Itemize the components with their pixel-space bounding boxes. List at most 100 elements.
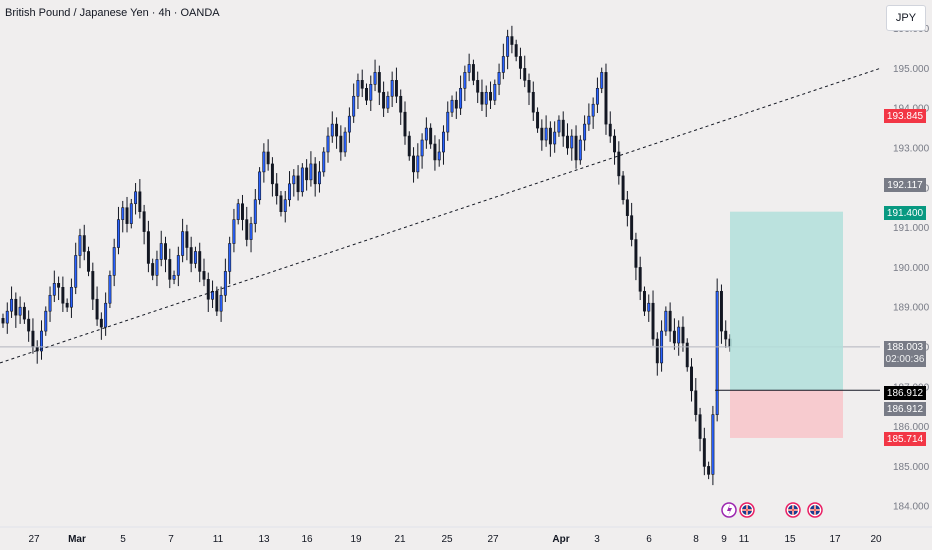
candle-body — [164, 243, 167, 260]
candle — [164, 236, 167, 273]
candle-body — [18, 306, 22, 316]
candle — [446, 101, 450, 141]
current-price-value: 188.003 — [886, 342, 924, 353]
candle-body — [412, 155, 416, 173]
candle-body — [74, 255, 78, 288]
candle — [317, 161, 321, 193]
candle-body — [536, 111, 540, 129]
candle-body — [638, 267, 642, 292]
candle — [591, 97, 595, 129]
candle — [270, 157, 274, 197]
candle-body — [566, 135, 569, 149]
candle — [138, 179, 142, 219]
candle-body — [377, 72, 381, 93]
candle-body — [116, 219, 120, 248]
candle — [189, 236, 193, 273]
candle — [352, 83, 356, 123]
candle-body — [142, 211, 146, 232]
candle-body — [193, 251, 197, 264]
candle — [78, 228, 82, 269]
candle-body — [506, 36, 510, 57]
x-tick-label: 8 — [693, 534, 699, 545]
candle — [527, 73, 531, 106]
candle-body — [61, 286, 65, 304]
candle — [339, 125, 343, 161]
candle-body — [399, 95, 403, 113]
y-tick-label: 186.000 — [893, 422, 930, 433]
flag-uk-icon — [785, 502, 801, 518]
candle — [459, 75, 463, 115]
candle-body — [253, 199, 257, 224]
candle — [540, 119, 544, 151]
candle-body — [134, 191, 138, 205]
candle — [22, 302, 26, 324]
x-tick-label: 19 — [350, 534, 362, 545]
candle — [630, 202, 634, 247]
candle — [450, 95, 454, 117]
candle — [595, 77, 599, 113]
x-tick-label: 27 — [487, 534, 499, 545]
candle — [518, 47, 522, 80]
candle-body — [429, 127, 433, 145]
candle-body — [317, 171, 321, 185]
bar-countdown: 02:00:36 — [885, 354, 925, 365]
candle — [664, 306, 668, 336]
candle — [642, 286, 646, 316]
candle-body — [360, 80, 364, 89]
x-tick-label: 27 — [28, 534, 40, 545]
candle-body — [707, 466, 711, 475]
candle-body — [369, 84, 373, 101]
candle — [305, 159, 309, 191]
candle — [155, 250, 159, 287]
candle — [484, 85, 488, 117]
candle-body — [206, 279, 210, 300]
candle — [711, 405, 715, 486]
candle-body — [600, 72, 604, 89]
candle — [476, 71, 480, 104]
candle — [394, 67, 398, 104]
candle — [134, 183, 138, 215]
candle — [65, 298, 69, 312]
candle-body — [510, 36, 514, 45]
candle-body — [544, 127, 548, 141]
candle-body — [95, 298, 99, 320]
candle — [510, 25, 514, 54]
candle-body — [65, 302, 69, 308]
candle-body — [232, 219, 236, 244]
candle — [262, 143, 266, 183]
candle — [548, 121, 552, 157]
candle-body — [608, 123, 612, 137]
candle — [91, 262, 95, 310]
candle — [407, 131, 411, 161]
candle-body — [335, 123, 339, 137]
candle — [241, 194, 244, 231]
currency-button[interactable]: JPY — [886, 5, 926, 31]
candle — [544, 115, 548, 147]
candle — [489, 81, 492, 109]
candle — [185, 224, 189, 261]
candle — [617, 141, 621, 185]
candle — [561, 111, 565, 147]
price-tag-target-high: 193.845 — [884, 109, 926, 123]
candle-body — [664, 310, 668, 332]
candle — [10, 286, 14, 318]
candle-body — [561, 119, 565, 137]
x-tick-label: 21 — [394, 534, 406, 545]
candle — [360, 69, 364, 98]
candle — [655, 332, 659, 376]
candle-body — [57, 283, 61, 288]
candle — [40, 320, 43, 360]
candle — [514, 39, 518, 62]
candle-body — [454, 99, 458, 109]
candle-body — [339, 135, 343, 153]
candle — [377, 65, 381, 106]
candle — [206, 272, 210, 312]
candle — [578, 135, 582, 165]
candle-body — [181, 231, 185, 256]
candle — [625, 190, 629, 227]
candle — [531, 81, 535, 121]
candle-body — [283, 199, 287, 212]
candle-body — [228, 243, 232, 272]
candle — [151, 258, 155, 281]
